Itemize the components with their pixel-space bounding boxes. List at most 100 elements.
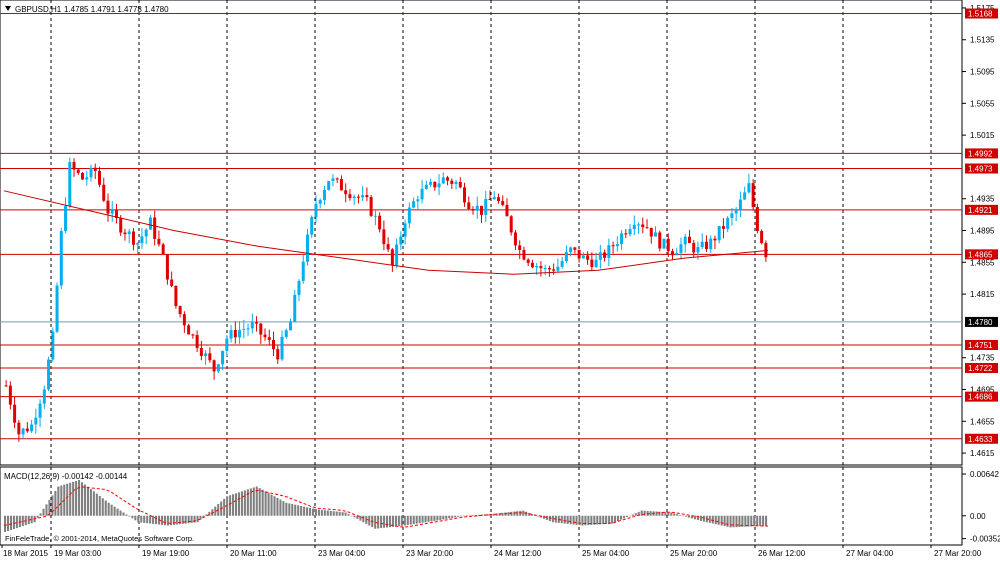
candle-body bbox=[569, 247, 573, 253]
candle-body bbox=[603, 252, 607, 258]
macd-bar bbox=[169, 515, 172, 526]
macd-bar bbox=[264, 491, 267, 516]
macd-bar bbox=[119, 510, 122, 516]
macd-bar bbox=[468, 515, 471, 516]
candle-body bbox=[530, 262, 534, 268]
macd-title: MACD(12,26,9) -0.00142 -0.00144 bbox=[4, 472, 128, 481]
candle-body bbox=[225, 338, 229, 351]
macd-bar bbox=[42, 508, 45, 516]
macd-bar bbox=[66, 483, 69, 516]
macd-bar bbox=[51, 495, 54, 516]
price-level-label: 1.5168 bbox=[968, 10, 993, 19]
macd-bar bbox=[732, 515, 735, 528]
macd-bar bbox=[471, 515, 474, 516]
macd-bar bbox=[720, 515, 723, 526]
price-tick-label: 1.4695 bbox=[970, 385, 995, 394]
macd-bar bbox=[190, 515, 193, 523]
macd-bar bbox=[445, 515, 448, 519]
macd-bar bbox=[765, 515, 768, 526]
macd-bar bbox=[323, 510, 326, 516]
candle-body bbox=[216, 364, 220, 372]
ohlc-values: 1.4785 1.4791 1.4778 1.4780 bbox=[64, 5, 169, 14]
macd-bar bbox=[708, 515, 711, 523]
macd-bar bbox=[436, 515, 439, 521]
symbol-label: GBPUSD,H1 bbox=[15, 5, 62, 14]
macd-bar bbox=[57, 486, 60, 516]
macd-bar bbox=[276, 497, 279, 516]
candle-body bbox=[348, 194, 352, 199]
price-level-box bbox=[965, 363, 998, 374]
macd-bar bbox=[587, 515, 590, 526]
price-level-box bbox=[965, 249, 998, 260]
candle-body bbox=[611, 245, 615, 247]
candle-body bbox=[721, 226, 725, 229]
macd-pane[interactable]: MACD(12,26,9) -0.00142 -0.00144 bbox=[0, 466, 1000, 546]
macd-bar bbox=[178, 515, 181, 525]
candle-body bbox=[632, 224, 636, 230]
triangle-down-icon[interactable] bbox=[5, 6, 11, 11]
price-level-box bbox=[965, 148, 998, 159]
macd-bar bbox=[750, 515, 753, 527]
macd-bar bbox=[551, 515, 554, 523]
macd-bar bbox=[243, 490, 246, 516]
candle-body bbox=[458, 181, 462, 188]
time-tick-label: 23 Mar 20:00 bbox=[406, 549, 454, 558]
macd-bar bbox=[279, 499, 282, 516]
candle-body bbox=[229, 330, 233, 339]
candle-body bbox=[51, 331, 55, 360]
price-pane[interactable] bbox=[0, 0, 1000, 466]
candle-body bbox=[492, 197, 496, 200]
time-tick-label: 19 Mar 19:00 bbox=[142, 549, 190, 558]
candle-body bbox=[331, 178, 335, 182]
candle-body bbox=[704, 241, 708, 250]
candle-body bbox=[297, 280, 301, 295]
candle-body bbox=[361, 195, 365, 198]
price-tick-label: 1.4735 bbox=[970, 354, 995, 363]
candle-body bbox=[475, 205, 479, 211]
macd-bar bbox=[365, 515, 368, 524]
macd-bar bbox=[386, 515, 389, 528]
macd-bar bbox=[442, 515, 445, 520]
macd-bar bbox=[383, 515, 386, 528]
candle-body bbox=[310, 217, 314, 235]
price-level-box bbox=[965, 8, 998, 19]
macd-bar bbox=[267, 493, 270, 516]
candle-body bbox=[649, 227, 653, 237]
candle-body bbox=[755, 207, 759, 232]
macd-bar bbox=[368, 515, 371, 526]
macd-bar bbox=[572, 515, 575, 525]
candle-body bbox=[263, 334, 267, 338]
candle-body bbox=[98, 170, 101, 185]
macd-bar bbox=[89, 489, 92, 516]
macd-bar bbox=[711, 515, 714, 524]
macd-bar bbox=[741, 515, 744, 527]
candle-body bbox=[738, 199, 742, 210]
macd-bar bbox=[462, 515, 466, 517]
macd-bar bbox=[702, 515, 705, 522]
time-tick-label: 19 Mar 03:00 bbox=[54, 549, 102, 558]
macd-bar bbox=[605, 515, 608, 524]
macd-bar bbox=[531, 514, 534, 516]
candle-body bbox=[127, 231, 131, 235]
candle-body bbox=[437, 183, 441, 188]
candle-body bbox=[675, 252, 679, 256]
macd-bar bbox=[578, 515, 581, 526]
macd-bar bbox=[631, 514, 634, 516]
macd-bar bbox=[202, 515, 205, 518]
macd-bar bbox=[673, 513, 676, 516]
candle-body bbox=[416, 199, 420, 202]
macd-bar bbox=[249, 488, 252, 516]
macd-bar bbox=[723, 515, 726, 527]
macd-bar bbox=[152, 515, 155, 524]
macd-bar bbox=[640, 510, 643, 516]
macd-bar bbox=[45, 504, 48, 516]
candle-body bbox=[382, 229, 386, 245]
candle-body bbox=[305, 234, 309, 262]
macd-bar bbox=[486, 514, 489, 516]
macd-tick-label: 0.00642 bbox=[970, 470, 999, 479]
price-tick-label: 1.4895 bbox=[970, 227, 995, 236]
candle-body bbox=[709, 238, 713, 250]
macd-bar bbox=[611, 515, 614, 524]
